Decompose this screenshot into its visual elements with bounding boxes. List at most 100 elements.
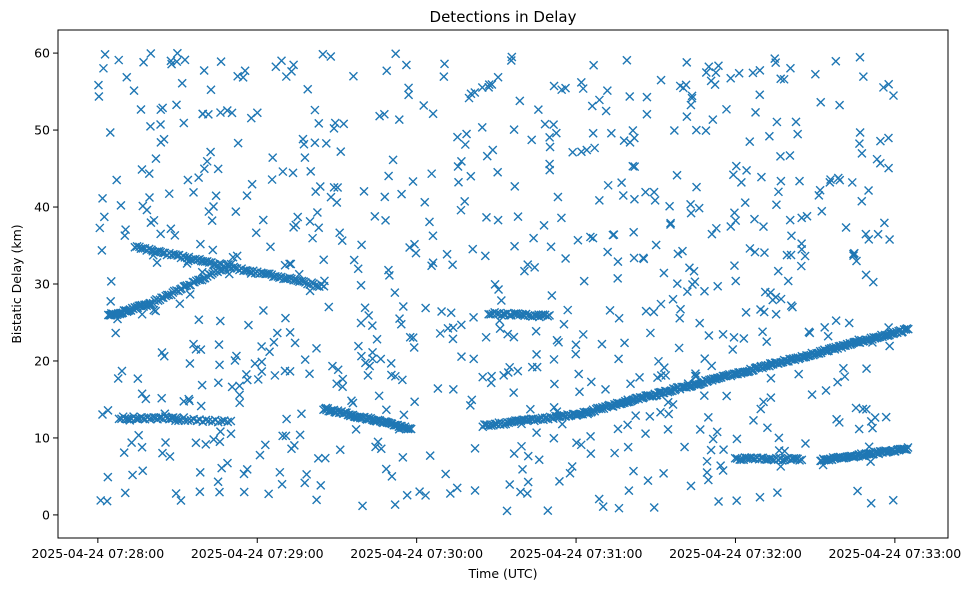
- clutter-detection-marker: [460, 196, 470, 206]
- clutter-detection-marker: [656, 390, 666, 400]
- clutter-detection-marker: [707, 361, 717, 371]
- clutter-detection-marker: [480, 251, 490, 261]
- clutter-detection-marker: [493, 72, 503, 82]
- clutter-detection-marker: [694, 203, 704, 213]
- clutter-detection-marker: [748, 415, 758, 425]
- clutter-detection-marker: [410, 239, 420, 249]
- clutter-detection-marker: [585, 232, 595, 242]
- clutter-detection-marker: [275, 467, 285, 477]
- clutter-detection-marker: [650, 195, 660, 205]
- clutter-detection-marker: [582, 145, 592, 155]
- clutter-detection-marker: [883, 133, 893, 143]
- clutter-detection-marker: [729, 208, 739, 218]
- x-tick-label: 2025-04-24 07:32:00: [669, 546, 802, 561]
- clutter-detection-marker: [470, 486, 480, 495]
- clutter-detection-marker: [614, 354, 624, 364]
- clutter-detection-marker: [241, 369, 251, 379]
- clutter-detection-marker: [649, 307, 659, 317]
- clutter-detection-marker: [793, 129, 803, 139]
- clutter-detection-marker: [689, 266, 699, 276]
- clutter-detection-marker: [358, 501, 368, 511]
- clutter-detection-marker: [539, 220, 549, 230]
- clutter-detection-marker: [250, 359, 260, 369]
- clutter-detection-marker: [653, 356, 663, 366]
- clutter-detection-marker: [701, 67, 711, 77]
- clutter-detection-marker: [333, 182, 343, 192]
- clutter-detection-marker: [749, 214, 759, 224]
- clutter-detection-marker: [288, 168, 298, 178]
- clutter-detection-marker: [487, 79, 497, 89]
- clutter-detection-marker: [253, 374, 263, 384]
- track-detection-marker: [861, 335, 871, 345]
- clutter-detection-marker: [305, 369, 315, 379]
- clutter-detection-marker: [762, 423, 772, 433]
- clutter-detection-marker: [167, 59, 177, 69]
- clutter-detection-marker: [602, 86, 612, 96]
- clutter-detection-marker: [852, 256, 861, 266]
- clutter-detection-marker: [269, 337, 279, 347]
- clutter-detection-marker: [324, 302, 334, 312]
- clutter-detection-marker: [665, 220, 675, 230]
- clutter-detection-marker: [795, 176, 805, 186]
- clutter-detection-marker: [606, 128, 616, 138]
- clutter-detection-marker: [408, 177, 418, 187]
- clutter-detection-marker: [312, 495, 322, 505]
- clutter-detection-marker: [265, 242, 275, 252]
- clutter-detection-marker: [381, 405, 391, 415]
- clutter-detection-marker: [780, 446, 790, 456]
- y-tick-label: 20: [34, 353, 50, 368]
- clutter-detection-marker: [215, 487, 225, 497]
- clutter-detection-marker: [540, 119, 550, 129]
- clutter-detection-marker: [270, 370, 280, 380]
- clutter-detection-marker: [239, 469, 249, 479]
- clutter-detection-marker: [643, 476, 653, 486]
- clutter-detection-marker: [183, 256, 193, 266]
- clutter-detection-marker: [785, 151, 795, 161]
- clutter-detection-marker: [499, 370, 509, 380]
- clutter-detection-marker: [374, 391, 384, 401]
- clutter-detection-marker: [305, 286, 315, 296]
- track-detection-marker: [182, 281, 192, 291]
- clutter-detection-marker: [183, 175, 193, 185]
- clutter-detection-marker: [285, 366, 295, 376]
- clutter-detection-marker: [706, 76, 716, 86]
- clutter-detection-marker: [826, 175, 836, 185]
- clutter-detection-marker: [390, 371, 400, 381]
- clutter-detection-marker: [854, 450, 864, 460]
- clutter-detection-marker: [278, 431, 288, 441]
- clutter-detection-marker: [495, 324, 505, 334]
- clutter-detection-marker: [712, 427, 722, 437]
- clutter-detection-marker: [838, 363, 848, 373]
- clutter-detection-marker: [170, 230, 180, 240]
- clutter-detection-marker: [682, 57, 692, 67]
- clutter-detection-marker: [456, 156, 466, 166]
- clutter-detection-marker: [669, 126, 679, 135]
- clutter-detection-marker: [397, 375, 407, 385]
- clutter-detection-marker: [645, 328, 655, 338]
- clutter-detection-marker: [866, 457, 876, 467]
- clutter-detection-marker: [656, 370, 666, 380]
- clutter-detection-marker: [687, 91, 697, 101]
- clutter-detection-marker: [428, 231, 438, 241]
- clutter-detection-marker: [745, 137, 755, 147]
- clutter-detection-marker: [257, 341, 267, 351]
- clutter-detection-marker: [552, 407, 562, 417]
- clutter-detection-marker: [734, 68, 744, 78]
- clutter-detection-marker: [642, 109, 652, 119]
- clutter-detection-marker: [206, 147, 216, 157]
- clutter-detection-marker: [128, 470, 138, 480]
- clutter-detection-marker: [576, 147, 586, 157]
- clutter-detection-marker: [164, 189, 174, 199]
- clutter-detection-marker: [222, 458, 232, 468]
- clutter-detection-marker: [435, 328, 445, 338]
- clutter-detection-marker: [268, 153, 278, 163]
- clutter-detection-marker: [758, 327, 768, 337]
- clutter-detection-marker: [673, 249, 683, 259]
- clutter-detection-marker: [136, 105, 146, 115]
- clutter-detection-marker: [656, 75, 666, 85]
- clutter-detection-marker: [98, 193, 108, 203]
- clutter-detection-marker: [683, 379, 693, 389]
- clutter-detection-marker: [242, 191, 252, 201]
- clutter-detection-marker: [855, 128, 865, 138]
- clutter-detection-marker: [404, 90, 414, 100]
